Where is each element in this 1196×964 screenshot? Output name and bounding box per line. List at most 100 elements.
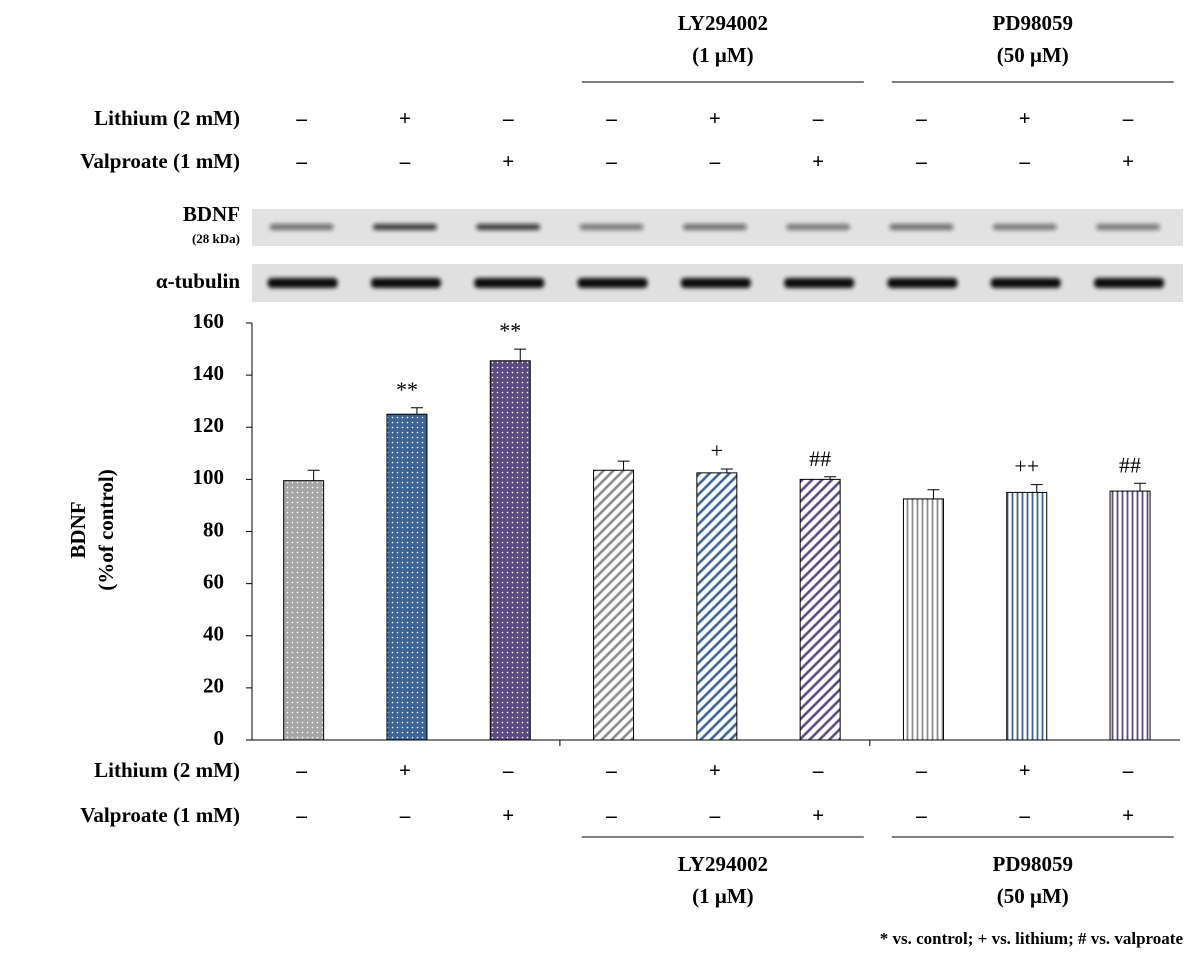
y-tick-label: 160 — [193, 309, 225, 333]
treatment-mark: + — [1019, 106, 1031, 130]
treatment-mark: – — [915, 758, 927, 782]
treatment-mark: – — [295, 106, 307, 130]
treatment-mark: – — [709, 149, 721, 173]
treatment-mark: + — [1019, 758, 1031, 782]
treatment-mark: + — [399, 106, 411, 130]
significance-label: ** — [499, 318, 521, 343]
blot-band — [887, 278, 958, 288]
error-bar — [1134, 482, 1147, 492]
treatment-mark: – — [399, 803, 411, 827]
treatment-mark: – — [605, 106, 617, 130]
y-tick-label: 0 — [214, 726, 225, 750]
treatment-mark: – — [605, 803, 617, 827]
treatment-mark: – — [1019, 149, 1031, 173]
blot-band — [680, 278, 751, 288]
bar — [696, 472, 738, 741]
treatment-mark: + — [1122, 149, 1134, 173]
significance-label: ++ — [1014, 454, 1039, 479]
error-bar — [617, 460, 630, 471]
y-axis-title: (%of control) — [94, 469, 118, 591]
blot-band — [267, 278, 338, 288]
blot-band — [1096, 224, 1161, 230]
bar — [386, 413, 428, 741]
bar — [489, 360, 531, 741]
y-tick-label: 100 — [193, 465, 225, 489]
error-bar — [824, 476, 837, 480]
error-bar — [307, 469, 320, 481]
blot-band — [786, 224, 851, 230]
treatment-mark: – — [1122, 758, 1134, 782]
treatment-mark: – — [605, 149, 617, 173]
y-tick-label: 80 — [203, 517, 224, 541]
blot-band — [269, 224, 334, 230]
treatment-mark: + — [1122, 803, 1134, 827]
error-bar — [1030, 484, 1043, 493]
treatment-mark: + — [502, 803, 514, 827]
blot-band — [682, 224, 747, 230]
group-label: LY294002 — [678, 11, 768, 35]
treatment-mark: – — [502, 106, 514, 130]
treatment-label: Lithium (2 mM) — [94, 106, 240, 130]
blot-band — [372, 224, 437, 230]
error-bar — [514, 348, 527, 361]
y-axis-title: BDNF — [66, 501, 90, 558]
blot-band — [889, 224, 954, 230]
footnote: * vs. control; + vs. lithium; # vs. valp… — [880, 929, 1184, 948]
treatment-mark: – — [709, 803, 721, 827]
treatment-mark: – — [399, 149, 411, 173]
treatment-mark: – — [605, 758, 617, 782]
treatment-label: Lithium (2 mM) — [94, 758, 240, 782]
blot-band — [1094, 278, 1165, 288]
blot-band — [990, 278, 1061, 288]
y-tick-label: 40 — [203, 622, 224, 646]
bar — [593, 469, 635, 741]
treatment-mark: + — [502, 149, 514, 173]
blot-band — [476, 224, 541, 230]
blot-label: (28 kDa) — [192, 231, 240, 246]
treatment-mark: – — [915, 803, 927, 827]
treatment-mark: – — [915, 149, 927, 173]
blot-label: α-tubulin — [156, 269, 240, 293]
treatment-mark: – — [295, 803, 307, 827]
treatment-mark: + — [812, 149, 824, 173]
bar — [1109, 490, 1151, 741]
blot-band — [579, 224, 644, 230]
group-label: LY294002 — [678, 852, 768, 876]
significance-label: ## — [809, 446, 831, 471]
group-label: PD98059 — [993, 11, 1074, 35]
blot-label: BDNF — [183, 202, 240, 226]
treatment-mark: – — [295, 758, 307, 782]
treatment-mark: + — [399, 758, 411, 782]
error-bar — [720, 468, 733, 473]
bar — [799, 478, 841, 741]
treatment-mark: – — [812, 106, 824, 130]
significance-label: ## — [1119, 452, 1141, 477]
treatment-mark: – — [1122, 106, 1134, 130]
treatment-mark: + — [709, 106, 721, 130]
bar — [1006, 491, 1048, 741]
y-tick-label: 140 — [193, 361, 225, 385]
treatment-label: Valproate (1 mM) — [80, 803, 240, 827]
blot-band — [577, 278, 648, 288]
bar — [283, 480, 325, 741]
treatment-mark: + — [812, 803, 824, 827]
treatment-label: Valproate (1 mM) — [80, 149, 240, 173]
blot-band — [370, 278, 441, 288]
treatment-mark: – — [915, 106, 927, 130]
treatment-mark: + — [709, 758, 721, 782]
y-tick-label: 120 — [193, 413, 225, 437]
blot-band — [474, 278, 545, 288]
treatment-mark: – — [812, 758, 824, 782]
group-label: PD98059 — [993, 852, 1074, 876]
error-bar — [410, 407, 423, 415]
bar — [902, 498, 944, 741]
error-bar — [927, 489, 940, 499]
treatment-mark: – — [295, 149, 307, 173]
group-label: (1 μM) — [692, 43, 753, 67]
y-tick-label: 60 — [203, 569, 224, 593]
group-label: (1 μM) — [692, 884, 753, 908]
y-tick-label: 20 — [203, 674, 224, 698]
group-label: (50 μM) — [997, 884, 1069, 908]
